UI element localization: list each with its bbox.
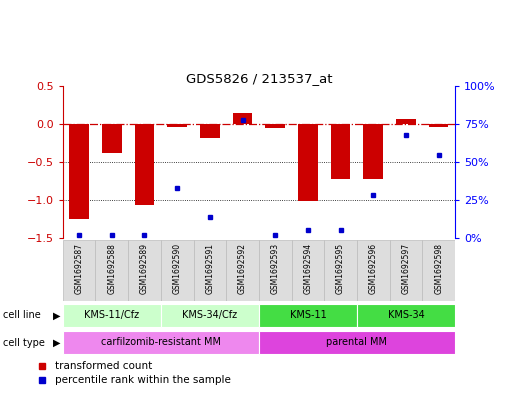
Text: GSM1692588: GSM1692588 [107, 243, 116, 294]
Bar [259, 304, 357, 327]
Bar [357, 304, 455, 327]
Text: GSM1692595: GSM1692595 [336, 243, 345, 294]
Bar [194, 240, 226, 301]
Text: GSM1692594: GSM1692594 [303, 243, 312, 294]
Bar [363, 124, 383, 179]
Bar [63, 304, 161, 327]
Text: GSM1692591: GSM1692591 [206, 243, 214, 294]
Text: carfilzomib-resistant MM: carfilzomib-resistant MM [101, 337, 221, 347]
Bar [200, 124, 220, 138]
Bar [95, 240, 128, 301]
Text: KMS-11/Cfz: KMS-11/Cfz [84, 310, 139, 320]
Bar [259, 240, 292, 301]
Text: percentile rank within the sample: percentile rank within the sample [55, 375, 231, 385]
Text: KMS-34/Cfz: KMS-34/Cfz [183, 310, 237, 320]
Bar [128, 240, 161, 301]
Text: GSM1692597: GSM1692597 [402, 243, 411, 294]
Text: GSM1692592: GSM1692592 [238, 243, 247, 294]
Bar [233, 113, 252, 124]
Bar [226, 240, 259, 301]
Bar [324, 240, 357, 301]
Text: GSM1692589: GSM1692589 [140, 243, 149, 294]
Text: GSM1692590: GSM1692590 [173, 243, 181, 294]
Text: transformed count: transformed count [55, 362, 152, 371]
Bar [357, 240, 390, 301]
Bar [63, 240, 95, 301]
Bar [161, 240, 194, 301]
Text: GSM1692587: GSM1692587 [75, 243, 84, 294]
Text: GSM1692598: GSM1692598 [434, 243, 443, 294]
Text: ▶: ▶ [53, 310, 60, 320]
Bar [102, 124, 121, 153]
Bar [298, 124, 318, 202]
Bar [396, 119, 416, 124]
Text: ▶: ▶ [53, 338, 60, 348]
Bar [266, 124, 285, 128]
Bar [390, 240, 423, 301]
Bar [167, 124, 187, 127]
Title: GDS5826 / 213537_at: GDS5826 / 213537_at [186, 72, 332, 85]
Text: parental MM: parental MM [326, 337, 388, 347]
Text: GSM1692596: GSM1692596 [369, 243, 378, 294]
Text: GSM1692593: GSM1692593 [271, 243, 280, 294]
Bar [429, 124, 448, 127]
Bar [292, 240, 324, 301]
Bar [331, 124, 350, 179]
Bar [259, 331, 455, 354]
Text: KMS-34: KMS-34 [388, 310, 424, 320]
Bar [69, 124, 89, 219]
Text: cell type: cell type [3, 338, 44, 348]
Bar [134, 124, 154, 205]
Bar [423, 240, 455, 301]
Bar [63, 331, 259, 354]
Text: cell line: cell line [3, 310, 40, 320]
Text: KMS-11: KMS-11 [290, 310, 326, 320]
Bar [161, 304, 259, 327]
